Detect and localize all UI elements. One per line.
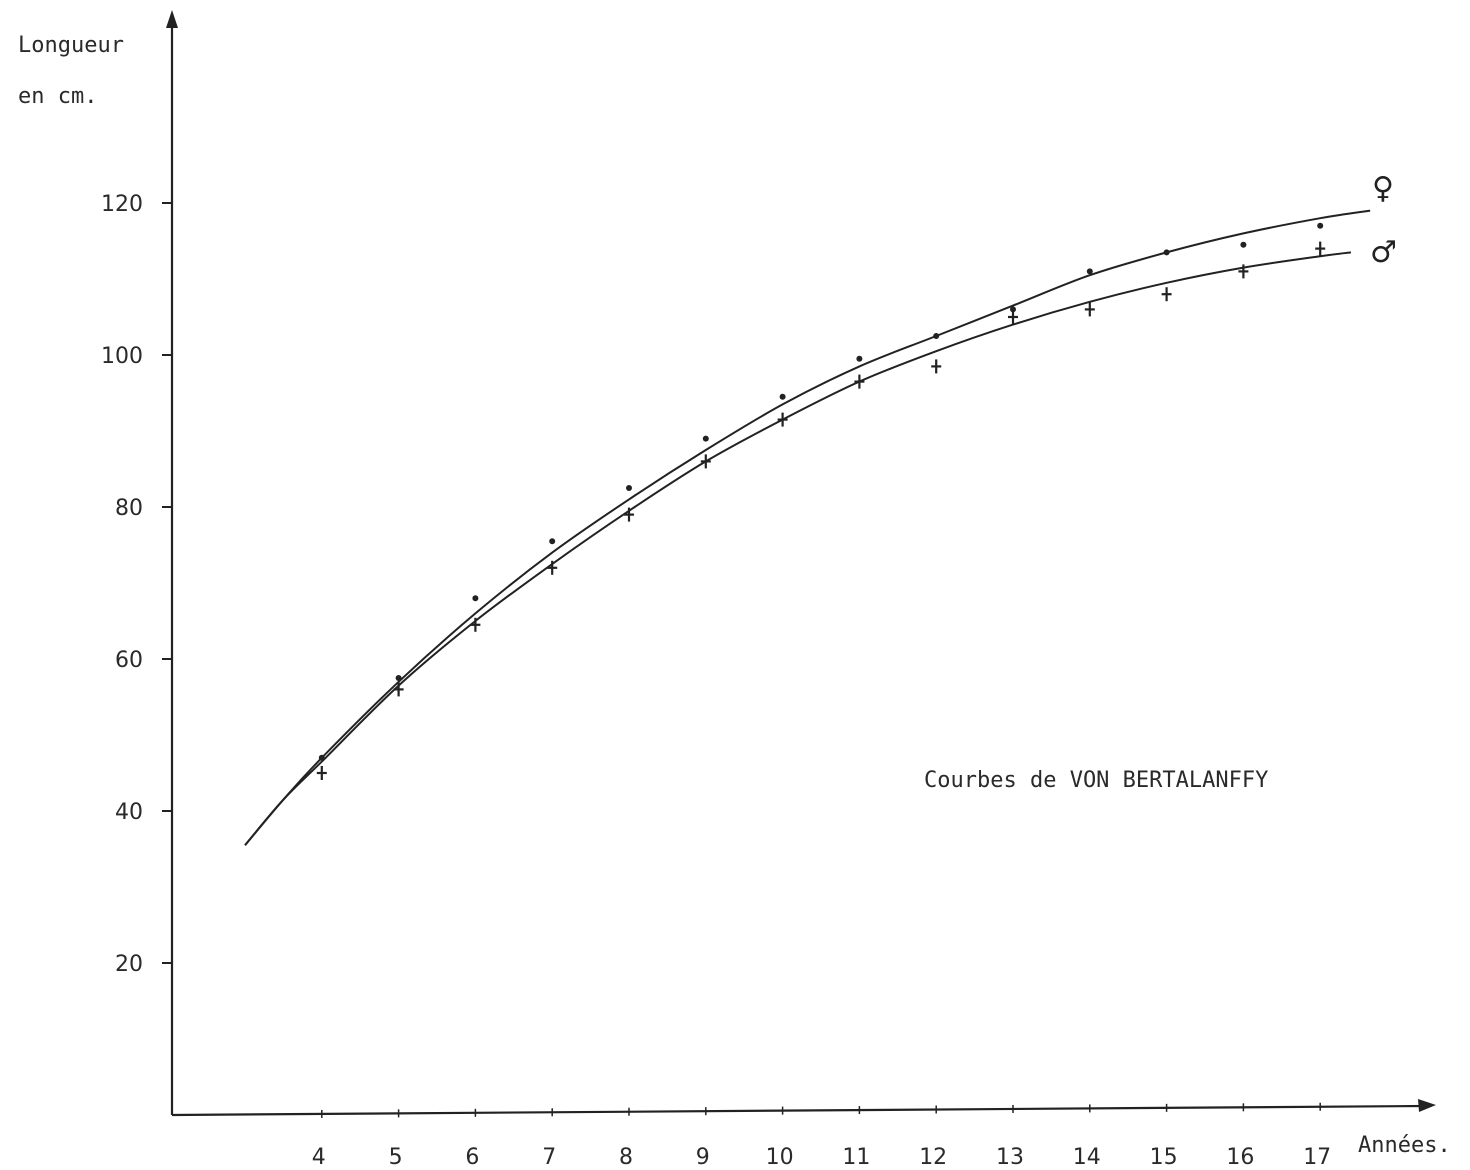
female-point: [779, 393, 786, 400]
x-tick-label-11: 11: [842, 1145, 870, 1170]
female-point: [1240, 241, 1247, 248]
x-axis-arrow: [1418, 1099, 1436, 1112]
male-point: [1161, 287, 1172, 302]
y-axis-title-line2: en cm.: [18, 84, 97, 109]
chart-annotation: Courbes de VON BERTALANFFY: [924, 768, 1268, 793]
female-point: [395, 675, 402, 681]
x-tick-label-17: 17: [1303, 1145, 1331, 1170]
x-axis-title: Années.: [1358, 1133, 1451, 1158]
female-point: [1010, 306, 1016, 313]
male-point: [470, 617, 481, 632]
male-point: [777, 412, 788, 427]
legend-female-label: ♀: [1372, 171, 1394, 206]
y-axis-arrow: [166, 10, 178, 28]
x-tick-label-16: 16: [1226, 1145, 1254, 1170]
male-point: [547, 560, 558, 575]
curve-series-0: [244, 209, 1371, 846]
male-point: [316, 766, 327, 780]
x-axis: [171, 1104, 1426, 1117]
x-tick-label-14: 14: [1073, 1145, 1101, 1170]
data-points: [316, 222, 1326, 780]
x-tick-label-12: 12: [919, 1145, 947, 1170]
x-tick-label-4: 4: [312, 1145, 326, 1170]
curve-series-1: [244, 251, 1352, 846]
y-ticks: 20 40 60 80 100 120: [101, 192, 172, 977]
female-point: [856, 355, 863, 362]
legend-male-label: ♂: [1370, 235, 1397, 270]
female-point: [472, 595, 479, 602]
y-tick-label-80: 80: [115, 496, 143, 521]
female-point: [933, 333, 940, 339]
male-point: [931, 359, 942, 374]
x-tick-label-15: 15: [1150, 1145, 1178, 1170]
female-point: [1086, 268, 1093, 275]
male-point: [1238, 264, 1249, 279]
female-point: [318, 754, 325, 761]
x-tick-label-13: 13: [996, 1145, 1024, 1170]
y-tick-label-40: 40: [115, 800, 143, 825]
y-tick-label-60: 60: [115, 648, 143, 673]
female-point: [702, 435, 709, 442]
x-tick-label-5: 5: [389, 1145, 403, 1170]
female-point: [1317, 222, 1324, 229]
x-tick-label-7: 7: [542, 1145, 556, 1170]
curves: [244, 209, 1371, 846]
male-point: [624, 507, 634, 522]
male-point: [700, 454, 711, 469]
x-tick-label-10: 10: [766, 1145, 794, 1170]
x-ticks: 4 5 6 7 8 9 10 11 12 13 14 15 16 17: [312, 1102, 1331, 1170]
male-point: [1008, 310, 1018, 324]
y-tick-label-100: 100: [101, 344, 143, 369]
y-tick-label-120: 120: [101, 192, 143, 217]
x-tick-label-6: 6: [465, 1145, 479, 1170]
male-point: [393, 682, 404, 697]
female-point: [1163, 249, 1170, 256]
x-tick-label-9: 9: [696, 1145, 710, 1170]
female-point: [549, 538, 556, 545]
y-tick-label-20: 20: [115, 952, 143, 977]
male-point: [1315, 241, 1326, 256]
female-point: [626, 485, 632, 491]
x-tick-label-8: 8: [619, 1145, 633, 1170]
y-axis-title-line1: Longueur: [18, 33, 124, 58]
male-point: [854, 374, 865, 389]
male-point: [1084, 302, 1095, 317]
